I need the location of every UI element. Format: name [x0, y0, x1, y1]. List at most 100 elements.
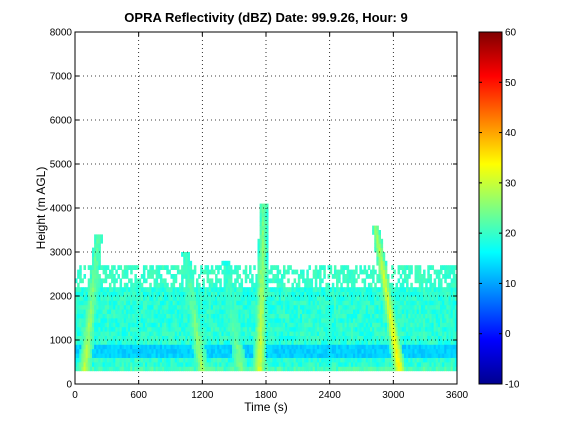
field-cell: [185, 260, 188, 266]
colorbar-tick-label: 50: [505, 78, 517, 89]
field-cell: [187, 357, 190, 363]
field-cell: [342, 362, 345, 367]
field-cell: [147, 335, 150, 341]
field-cell: [450, 348, 454, 354]
field-cell: [225, 326, 229, 332]
field-cell: [363, 318, 367, 323]
field-cell: [423, 344, 426, 350]
field-cell: [314, 282, 318, 288]
field-cell: [170, 304, 174, 310]
field-cell: [278, 304, 282, 310]
field-cell: [272, 366, 275, 372]
field-cell: [389, 287, 392, 292]
field-cell: [321, 331, 324, 336]
field-cell: [155, 313, 159, 319]
field-cell: [113, 348, 116, 354]
field-cell: [437, 274, 441, 279]
field-cell: [355, 300, 358, 306]
field-cell: [378, 326, 381, 332]
field-cell: [178, 348, 182, 354]
field-cell: [266, 203, 269, 209]
field-cell: [355, 318, 358, 323]
field-cell: [312, 362, 316, 367]
field-cell: [178, 304, 182, 310]
field-cell: [427, 313, 430, 319]
field-cell: [106, 353, 110, 358]
field-cell: [384, 269, 388, 275]
field-cell: [287, 296, 290, 301]
field-cell: [174, 309, 178, 314]
field-cell: [85, 331, 89, 336]
field-cell: [367, 366, 371, 372]
field-cell: [140, 313, 144, 319]
field-cell: [89, 291, 93, 297]
field-cell: [331, 362, 335, 367]
field-cell: [227, 278, 231, 284]
field-cell: [412, 331, 415, 336]
field-cell: [136, 304, 140, 310]
field-cell: [276, 318, 280, 323]
field-cell: [350, 274, 354, 279]
field-cell: [187, 291, 190, 297]
field-cell: [308, 282, 311, 288]
field-cell: [232, 296, 235, 301]
field-cell: [170, 282, 174, 288]
field-cell: [285, 335, 288, 341]
field-cell: [406, 274, 409, 279]
field-cell: [77, 322, 80, 328]
field-cell: [397, 304, 401, 310]
field-cell: [210, 287, 214, 292]
field-cell: [268, 322, 271, 328]
field-cell: [270, 331, 273, 336]
field-cell: [416, 353, 420, 358]
field-cell: [338, 348, 341, 354]
field-cell: [454, 362, 457, 367]
field-cell: [323, 274, 326, 279]
field-cell: [145, 318, 148, 323]
field-cell: [323, 362, 326, 367]
field-cell: [204, 353, 207, 358]
field-cell: [208, 344, 212, 350]
field-cell: [310, 348, 314, 354]
field-cell: [340, 282, 343, 288]
field-cell: [217, 287, 220, 292]
field-cell: [306, 282, 309, 288]
field-cell: [350, 282, 354, 288]
field-cell: [325, 287, 328, 292]
field-cell: [389, 357, 392, 363]
field-cell: [276, 357, 280, 363]
field-cell: [444, 318, 447, 323]
field-cell: [212, 348, 216, 354]
field-cell: [261, 344, 265, 350]
field-cell: [266, 269, 269, 275]
field-cell: [306, 344, 309, 350]
field-cell: [142, 269, 146, 275]
field-cell: [357, 335, 360, 341]
field-cell: [410, 344, 413, 350]
field-cell: [111, 348, 114, 354]
field-cell: [299, 291, 303, 297]
field-cell: [386, 348, 390, 354]
field-cell: [157, 331, 161, 336]
field-cell: [134, 322, 137, 328]
field-cell: [244, 326, 248, 332]
field-cell: [149, 326, 152, 332]
field-cell: [157, 296, 161, 301]
field-cell: [299, 357, 303, 363]
field-cell: [206, 296, 210, 301]
field-cell: [187, 362, 190, 367]
field-cell: [77, 291, 80, 297]
field-cell: [338, 322, 341, 328]
field-cell: [442, 366, 445, 372]
field-cell: [263, 212, 267, 218]
field-cell: [353, 274, 356, 279]
field-cell: [125, 362, 129, 367]
field-cell: [113, 344, 116, 350]
field-cell: [176, 348, 180, 354]
field-cell: [149, 331, 152, 336]
field-cell: [316, 296, 320, 301]
field-cell: [299, 287, 303, 292]
field-cell: [410, 309, 413, 314]
field-cell: [325, 357, 328, 363]
field-cell: [170, 357, 174, 363]
